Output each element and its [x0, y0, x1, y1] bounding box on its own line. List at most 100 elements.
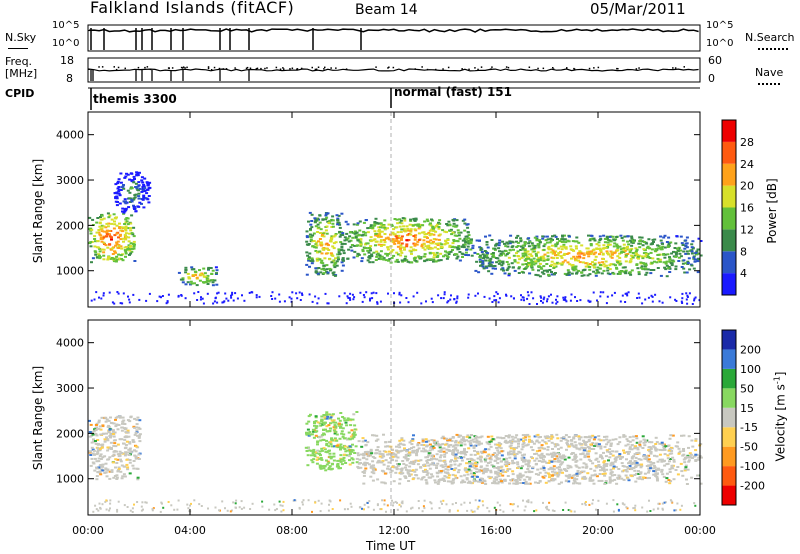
scatter-cell: [426, 456, 430, 459]
scatter-cell: [669, 499, 672, 502]
scatter-cell: [630, 244, 634, 247]
scatter-cell: [681, 292, 684, 295]
scatter-cell: [115, 255, 119, 258]
scatter-cell: [401, 217, 405, 220]
scatter-cell: [486, 442, 490, 445]
scatter-cell: [631, 238, 635, 241]
scatter-cell: [567, 476, 571, 479]
scatter-cell: [328, 427, 332, 430]
scatter-cell: [389, 471, 393, 474]
scatter-cell: [446, 239, 450, 241]
scatter-cell: [404, 464, 408, 467]
scatter-cell: [516, 261, 520, 264]
scatter-cell: [431, 301, 434, 304]
scatter-cell: [358, 240, 362, 243]
scatter-cell: [542, 272, 546, 275]
scatter-cell: [572, 482, 575, 485]
scatter-cell: [618, 270, 622, 273]
scatter-cell: [320, 502, 323, 505]
scatter-cell: [615, 456, 619, 459]
scatter-cell: [202, 275, 206, 278]
scatter-cell: [530, 291, 533, 294]
scatter-cell: [417, 232, 421, 235]
scatter-cell: [322, 235, 326, 238]
scatter-cell: [632, 240, 635, 243]
scatter-cell: [494, 244, 498, 247]
scatter-cell: [383, 226, 387, 229]
scatter-cell: [534, 273, 538, 276]
scatter-cell: [391, 455, 395, 458]
scatter-cell: [414, 474, 418, 476]
scatter-cell: [565, 479, 568, 482]
scatter-cell: [126, 429, 130, 432]
scatter-cell: [564, 501, 567, 504]
scatter-cell: [393, 233, 397, 236]
scatter-cell: [327, 466, 331, 469]
scatter-cell: [640, 463, 644, 466]
scatter-cell: [136, 501, 139, 503]
scatter-cell: [331, 413, 335, 416]
scatter-cell: [106, 257, 110, 260]
scatter-cell: [604, 455, 608, 458]
scatter-cell: [109, 248, 113, 251]
scatter-cell: [454, 447, 458, 450]
scatter-cell: [499, 469, 503, 472]
scatter-cell: [143, 177, 147, 180]
scatter-cell: [581, 477, 585, 480]
scatter-cell: [626, 443, 630, 446]
scatter-cell: [328, 417, 332, 420]
scatter-cell: [346, 223, 350, 226]
scatter-cell: [627, 243, 631, 246]
scatter-cell: [564, 296, 567, 299]
scatter-cell: [101, 237, 105, 240]
scatter-cell: [376, 234, 380, 237]
scatter-cell: [580, 244, 584, 247]
scatter-cell: [359, 291, 362, 294]
scatter-cell: [500, 268, 504, 271]
scatter-cell: [400, 242, 404, 245]
scatter-cell: [595, 269, 599, 272]
scatter-cell: [690, 246, 694, 249]
scatter-cell: [135, 429, 139, 432]
scatter-cell: [629, 273, 633, 276]
scatter-cell: [482, 470, 486, 473]
scatter-cell: [500, 454, 504, 457]
scatter-cell: [322, 414, 326, 416]
scatter-cell: [307, 256, 311, 259]
scatter-cell: [382, 463, 386, 466]
scatter-cell: [611, 462, 615, 465]
scatter-cell: [505, 465, 508, 468]
scatter-cell: [120, 464, 124, 467]
scatter-cell: [680, 470, 684, 473]
scatter-cell: [511, 438, 515, 441]
scatter-cell: [330, 419, 334, 422]
scatter-cell: [405, 259, 409, 262]
scatter-cell: [605, 438, 609, 441]
scatter-cell: [681, 244, 685, 246]
nave-dot: [573, 68, 576, 70]
scatter-cell: [654, 470, 658, 473]
scatter-cell: [339, 446, 343, 449]
scatter-cell: [487, 475, 491, 478]
scatter-cell: [676, 473, 680, 476]
scatter-cell: [584, 502, 586, 505]
scatter-cell: [344, 220, 348, 223]
scatter-cell: [211, 284, 215, 287]
scatter-cell: [321, 233, 324, 236]
scatter-cell: [412, 295, 415, 298]
scatter-cell: [110, 422, 114, 425]
scatter-cell: [326, 413, 330, 416]
scatter-cell: [588, 300, 591, 303]
scatter-cell: [634, 251, 638, 254]
scatter-cell: [325, 439, 328, 442]
scatter-cell: [304, 446, 308, 449]
scatter-cell: [465, 477, 469, 480]
scatter-cell: [526, 291, 529, 294]
scatter-cell: [628, 440, 632, 443]
scatter-cell: [603, 265, 607, 268]
scatter-cell: [594, 255, 598, 258]
scatter-cell: [560, 457, 564, 460]
scatter-cell: [540, 267, 544, 270]
scatter-cell: [496, 458, 500, 461]
scatter-cell: [396, 464, 400, 467]
